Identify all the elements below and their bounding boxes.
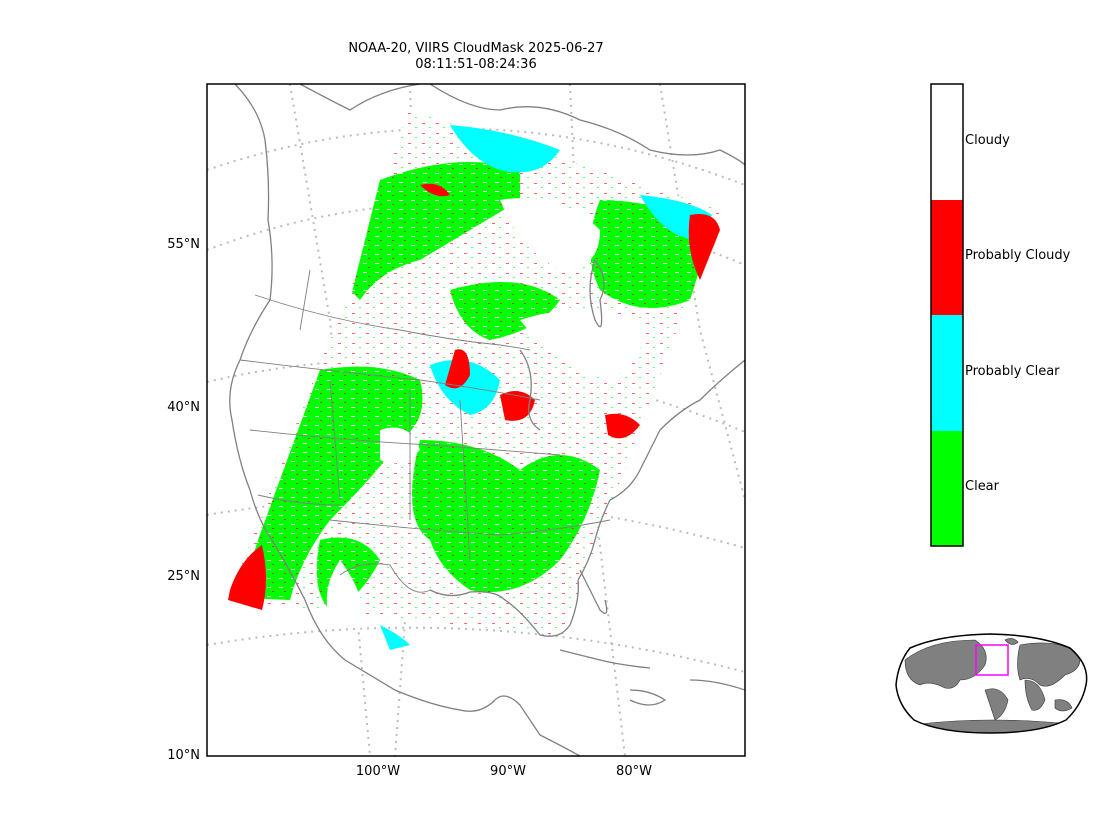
map-subtitle-time-range: 08:11:51-08:24:36: [415, 57, 537, 72]
lat-label-55n: 55°N: [167, 237, 200, 252]
lat-label-40n: 40°N: [167, 400, 200, 415]
lat-label-25n: 25°N: [167, 569, 200, 584]
map-frame: [206, 83, 746, 757]
lon-label-80w: 80°W: [616, 764, 652, 779]
colorbar-label-probably-clear: Probably Clear: [965, 364, 1060, 379]
colorbar-label-clear: Clear: [965, 479, 999, 494]
lat-label-10n: 10°N: [167, 748, 200, 763]
lon-label-100w: 100°W: [355, 764, 401, 779]
map-title: NOAA-20, VIIRS CloudMask 2025-06-27: [348, 41, 604, 56]
colorbar-label-probably-cloudy: Probably Cloudy: [965, 248, 1071, 263]
political-borders: [239, 269, 611, 593]
coastlines: [229, 84, 745, 756]
colorbar-label-cloudy: Cloudy: [965, 133, 1010, 148]
cloud-mask-swath: [228, 110, 722, 650]
lon-label-90w: 90°W: [490, 764, 526, 779]
